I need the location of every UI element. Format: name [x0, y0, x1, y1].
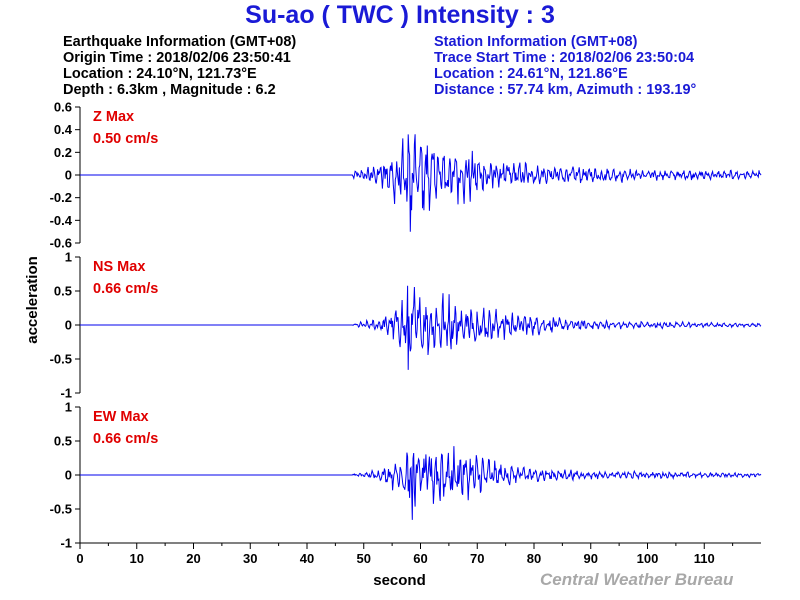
station-distance: Distance : 57.74 km, Azimuth : 193.19° — [434, 82, 697, 98]
page-title: Su-ao ( TWC ) Intensity : 3 — [245, 1, 555, 29]
station-heading: Station Information (GMT+08) — [434, 34, 638, 50]
y-tick-label: 0.6 — [54, 100, 72, 115]
y-tick-label: -0.6 — [50, 236, 72, 251]
y-tick-label: -1 — [60, 536, 72, 551]
max-label-ns: NS Max — [93, 259, 145, 275]
y-tick-label: -0.2 — [50, 190, 72, 205]
y-tick-label: 1 — [65, 400, 72, 415]
x-tick-label: 100 — [637, 551, 659, 566]
x-tick-label: 20 — [186, 551, 200, 566]
x-tick-label: 60 — [413, 551, 427, 566]
y-tick-label: 0.5 — [54, 434, 72, 449]
y-tick-label: 1 — [65, 250, 72, 265]
x-axis-label: second — [373, 572, 426, 589]
max-label-z: Z Max — [93, 109, 134, 125]
y-tick-label: 0.4 — [54, 122, 73, 137]
credit-label: Central Weather Bureau — [540, 570, 734, 589]
y-tick-label: -0.4 — [50, 213, 73, 228]
max-value-ew: 0.66 cm/s — [93, 431, 158, 447]
station-location: Location : 24.61°N, 121.86°E — [434, 66, 628, 82]
y-axis-label: acceleration — [24, 256, 41, 344]
x-tick-label: 30 — [243, 551, 257, 566]
x-tick-label: 10 — [130, 551, 144, 566]
max-value-ns: 0.66 cm/s — [93, 281, 158, 297]
y-tick-label: 0 — [65, 468, 72, 483]
x-tick-label: 90 — [584, 551, 598, 566]
x-tick-label: 50 — [357, 551, 371, 566]
y-tick-label: 0.5 — [54, 284, 72, 299]
trace-z — [80, 134, 762, 232]
y-tick-label: 0.2 — [54, 145, 72, 160]
y-tick-label: -0.5 — [50, 502, 72, 517]
y-tick-label: 0 — [65, 318, 72, 333]
epicenter-location: Location : 24.10°N, 121.73°E — [63, 66, 257, 82]
y-tick-label: -0.5 — [50, 352, 72, 367]
max-label-ew: EW Max — [93, 409, 149, 425]
station-info: Station Information (GMT+08) Trace Start… — [434, 34, 696, 98]
origin-time: Origin Time : 2018/02/06 23:50:41 — [63, 50, 291, 66]
y-tick-label: -1 — [60, 386, 72, 401]
y-tick-label: 0 — [65, 168, 72, 183]
trace-start-time: Trace Start Time : 2018/02/06 23:50:04 — [434, 50, 695, 66]
trace-ew — [80, 446, 762, 520]
x-tick-label: 40 — [300, 551, 314, 566]
earthquake-info: Earthquake Information (GMT+08) Origin T… — [63, 34, 296, 98]
x-tick-label: 0 — [76, 551, 83, 566]
earthquake-heading: Earthquake Information (GMT+08) — [63, 34, 297, 50]
x-tick-label: 80 — [527, 551, 541, 566]
depth-magnitude: Depth : 6.3km , Magnitude : 6.2 — [63, 82, 276, 98]
max-value-z: 0.50 cm/s — [93, 131, 158, 147]
x-tick-label: 70 — [470, 551, 484, 566]
x-tick-label: 110 — [694, 551, 715, 566]
trace-ns — [80, 285, 762, 370]
